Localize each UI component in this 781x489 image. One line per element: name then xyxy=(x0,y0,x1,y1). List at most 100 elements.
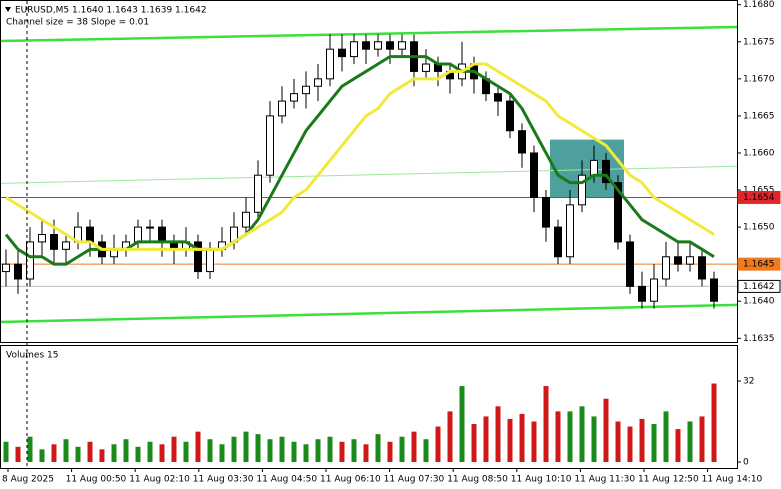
volume-bar xyxy=(219,444,225,462)
volume-bar xyxy=(387,441,393,462)
candle-body xyxy=(686,256,694,265)
volume-bar xyxy=(363,444,369,462)
chart-title: EURUSD,M5 xyxy=(15,6,69,16)
candle-body xyxy=(26,241,34,280)
volume-bar xyxy=(543,386,549,462)
volume-bar xyxy=(603,398,609,462)
candle-body xyxy=(710,278,718,302)
volume-bar xyxy=(51,444,57,462)
candle-body xyxy=(662,256,670,280)
candle-body xyxy=(38,234,46,243)
volume-bar xyxy=(483,416,489,462)
volume-bar xyxy=(459,386,465,462)
volume-bar xyxy=(651,424,657,462)
candle-body xyxy=(518,130,526,154)
volume-bar xyxy=(507,418,513,462)
level-box xyxy=(737,257,781,271)
candle-body xyxy=(326,48,334,80)
x-tick-label: 11 Aug 08:50 xyxy=(447,475,508,485)
volume-frame xyxy=(0,345,738,469)
x-tick-label: 11 Aug 03:30 xyxy=(193,475,254,485)
candle-body xyxy=(614,182,622,243)
candle-body xyxy=(290,93,298,102)
candle-body xyxy=(302,85,310,95)
volume-bar xyxy=(207,439,213,462)
candle-body xyxy=(566,204,574,258)
x-tick-label: 11 Aug 11:30 xyxy=(574,475,635,485)
volume-bar xyxy=(39,449,45,462)
volume-bar xyxy=(135,446,141,462)
candle-body xyxy=(206,248,214,273)
level-label: 1.1654 xyxy=(743,193,775,203)
volume-bar xyxy=(711,383,717,462)
candle-body xyxy=(398,41,406,50)
y-tick-label: 1.1680 xyxy=(743,0,775,10)
candle-body xyxy=(542,196,550,228)
volume-bar xyxy=(423,439,429,462)
x-tick-label: 11 Aug 04:50 xyxy=(256,475,317,485)
candle-body xyxy=(338,48,346,58)
volume-bar xyxy=(375,434,381,462)
x-tick-label: 11 Aug 07:30 xyxy=(384,475,445,485)
candle-body xyxy=(254,174,262,213)
candle-body xyxy=(50,234,58,250)
candle-body xyxy=(62,241,70,250)
candle-body xyxy=(158,226,166,243)
volume-bar xyxy=(183,441,189,462)
y-tick-label: 1.1640 xyxy=(743,297,775,307)
volume-tick-label: 32 xyxy=(743,377,754,387)
volume-tick-label: 0 xyxy=(743,458,749,468)
y-tick-label: 1.1665 xyxy=(743,111,775,121)
volume-bar xyxy=(699,416,705,462)
volume-bar xyxy=(579,406,585,462)
volume-bar xyxy=(555,411,561,462)
y-tick-label: 1.1650 xyxy=(743,223,775,233)
y-tick-label: 1.1670 xyxy=(743,74,775,84)
volume-bar xyxy=(147,441,153,462)
candle-body xyxy=(530,152,538,198)
volume-bar xyxy=(591,416,597,462)
y-tick-label: 1.1675 xyxy=(743,37,775,47)
volume-bar xyxy=(303,444,309,462)
candle-body xyxy=(350,41,358,58)
candle-body xyxy=(146,226,154,229)
candle-body xyxy=(194,241,202,273)
candle-body xyxy=(674,256,682,265)
trend-line xyxy=(0,25,738,43)
moving-average xyxy=(5,62,715,251)
volume-bar xyxy=(27,436,33,462)
volume-bar xyxy=(87,441,93,462)
volume-bar xyxy=(327,436,333,462)
volume-bar xyxy=(495,406,501,462)
candle-body xyxy=(278,100,286,117)
x-tick-label: 11 Aug 00:50 xyxy=(66,475,127,485)
candle-body xyxy=(590,159,598,176)
volume-bar xyxy=(75,446,81,462)
volume-bar xyxy=(3,441,9,462)
volume-bar xyxy=(447,411,453,462)
volume-bar xyxy=(519,413,525,462)
x-tick-label: 8 Aug 2025 xyxy=(2,475,54,485)
subtitle: Channel size = 38 Slope = 0.01 xyxy=(6,18,149,28)
volume-bar xyxy=(159,444,165,462)
volume-bar xyxy=(15,446,21,462)
trend-line xyxy=(0,165,738,184)
candle-body xyxy=(626,241,634,287)
y-tick-label: 1.1655 xyxy=(743,186,775,196)
volume-label: Volumes 15 xyxy=(6,351,58,361)
volume-bar xyxy=(471,424,477,462)
candle-body xyxy=(314,78,322,87)
y-tick-label: 1.1635 xyxy=(743,334,775,344)
candle-body xyxy=(242,211,250,228)
candle-body xyxy=(578,174,586,206)
candle-body xyxy=(422,63,430,72)
volume-bar xyxy=(291,441,297,462)
candle-body xyxy=(494,93,502,102)
volume-bar xyxy=(123,439,129,462)
level-box xyxy=(737,190,781,204)
volume-bar xyxy=(411,431,417,462)
volume-bar xyxy=(351,439,357,462)
volume-bar xyxy=(531,421,537,462)
